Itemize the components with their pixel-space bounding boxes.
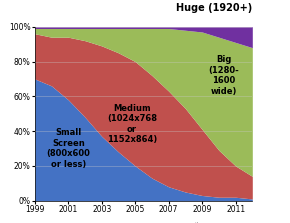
Text: Medium
(1024x768
or
1152x864): Medium (1024x768 or 1152x864) (107, 104, 157, 144)
Text: Huge (1920+): Huge (1920+) (176, 3, 252, 13)
Text: www.useit.com: www.useit.com (168, 222, 215, 223)
Text: Big
(1280-
1600
wide): Big (1280- 1600 wide) (209, 55, 239, 96)
Text: Small
Screen
(800x600
or less): Small Screen (800x600 or less) (46, 128, 90, 169)
